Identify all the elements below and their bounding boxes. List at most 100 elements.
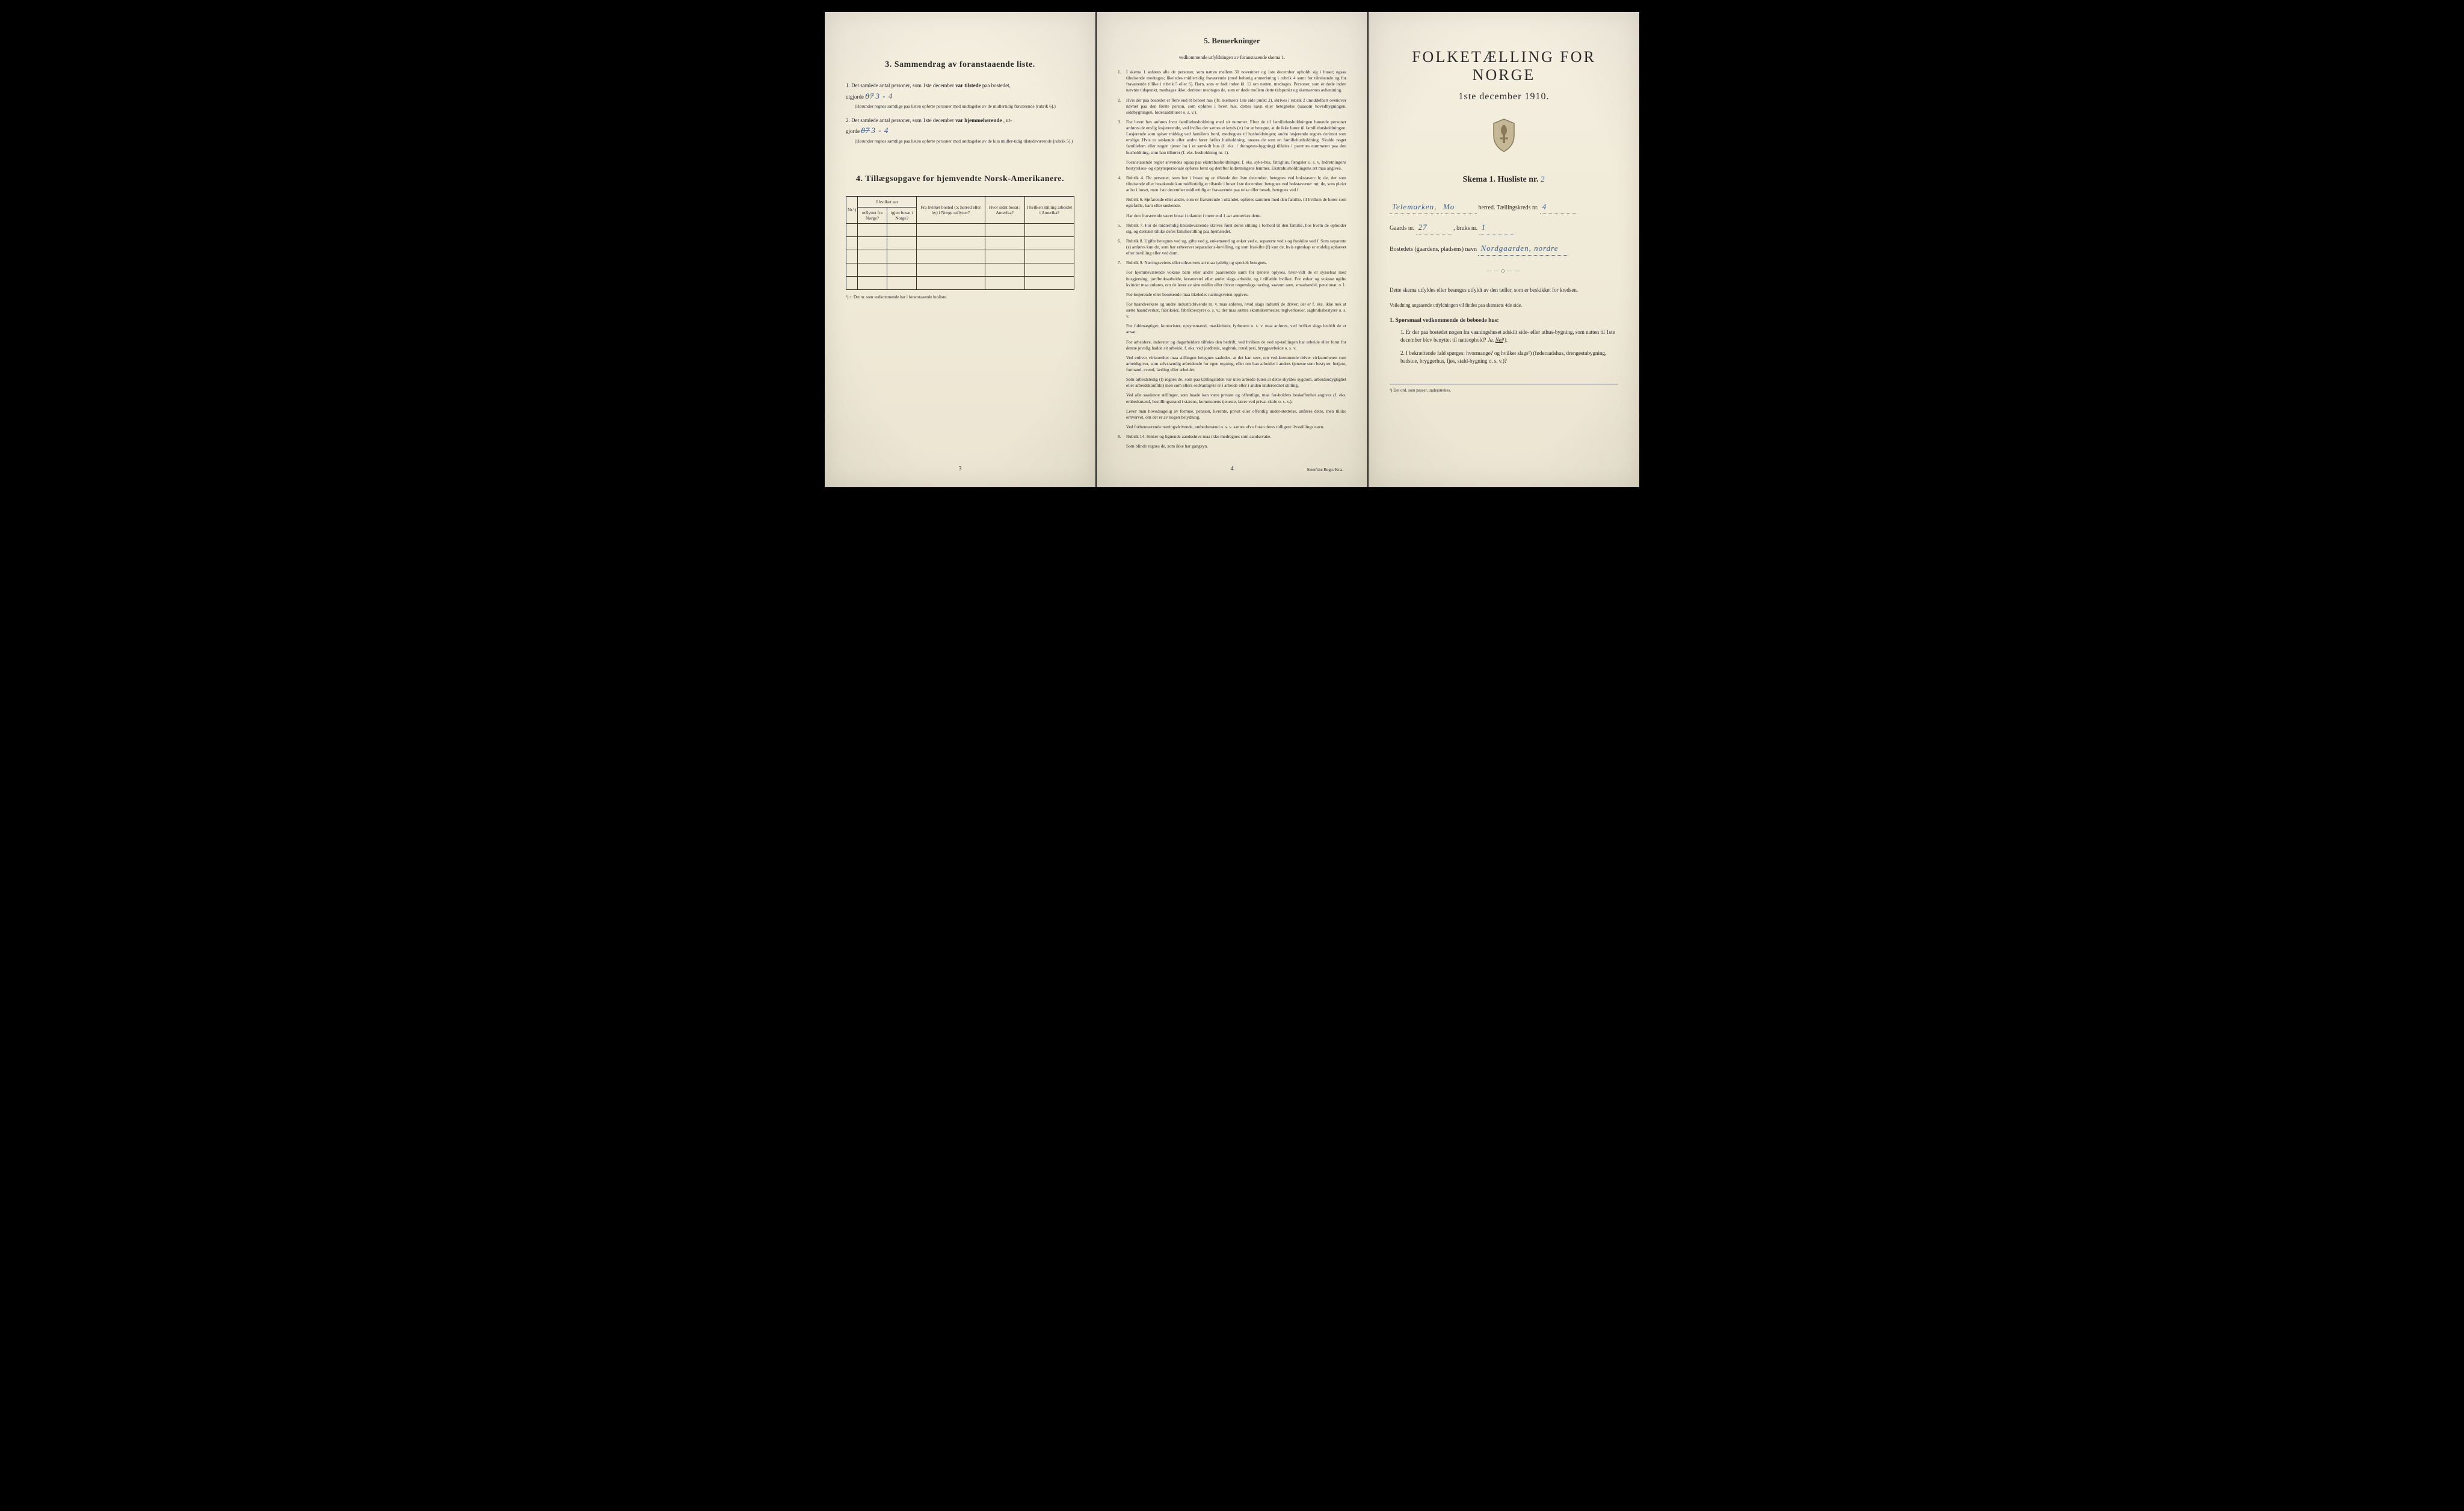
page-middle: 5. Bemerkninger vedkommende utfyldningen…: [1097, 12, 1367, 487]
fill-line-1: Telemarken, Mo herred. Tællingskreds nr.…: [1390, 200, 1618, 214]
bemerk-item: For fuldmægtiger, kontorister, opsynsmæn…: [1118, 323, 1346, 335]
section4-footnote: ¹) ɔ: Det nr. som vedkommende har i fora…: [846, 295, 1074, 300]
th-utflyttet: utflyttet fra Norge?: [858, 207, 887, 223]
item1-suffix: paa bostedet,: [982, 82, 1011, 88]
bruks-label: , bruks nr.: [1453, 225, 1477, 232]
item2-line2a: gjorde: [846, 128, 860, 134]
kreds-hand: 4: [1540, 200, 1576, 214]
q1-text: 1. Er der paa bostedet nogen fra vaaning…: [1400, 329, 1615, 343]
bemerk-item: 3.For hvert hus anføres hver familiehush…: [1118, 119, 1346, 156]
bemerk-list: 1.I skema 1 anføres alle de personer, so…: [1118, 69, 1346, 449]
item-text: Rubrik 4. De personer, som bor i huset o…: [1126, 175, 1346, 193]
gaards-hand: 27: [1416, 220, 1452, 235]
bosted-hand: Nordgaarden, nordre: [1478, 241, 1568, 256]
imprint: Steen'ske Bogtr. Kr.a.: [1307, 467, 1343, 472]
th-hvor: Hvor sidst bosat i Amerika?: [985, 196, 1024, 223]
item1-bold: var tilstede: [955, 82, 981, 88]
line1-text: herred. Tællingskreds nr.: [1478, 205, 1538, 211]
item-text: Rubrik 6. Sjøfarende eller andre, som er…: [1126, 197, 1346, 209]
item-text: For losjerende eller besøkende maa likel…: [1126, 292, 1346, 298]
th-nr: Nr.¹): [846, 196, 858, 223]
item-text: Hvis der paa bostedet er flere end ét be…: [1126, 97, 1346, 115]
item-number: 6.: [1118, 238, 1126, 256]
q1-ja: Ja.: [1488, 337, 1494, 343]
item-number: 3.: [1118, 119, 1126, 156]
skema-label: Skema 1. Husliste nr.: [1463, 175, 1539, 184]
item-text: I skema 1 anføres alle de personer, som …: [1126, 69, 1346, 94]
section4-table: Nr.¹) I hvilket aar Fra hvilket bosted (…: [846, 196, 1074, 290]
bemerk-item: Ved forhenværende næringsdrivende, embed…: [1118, 424, 1346, 430]
item-text: Rubrik 8. Ugifte betegnes ved ug, gifte …: [1126, 238, 1346, 256]
th-fra: Fra hvilket bosted (ɔ: herred eller by) …: [917, 196, 985, 223]
bemerk-item: 8.Rubrik 14. Sinker og lignende aandsslø…: [1118, 434, 1346, 440]
skema-line: Skema 1. Husliste nr. 2: [1390, 174, 1618, 185]
section3-item2: 2. Det samlede antal personer, som 1ste …: [846, 117, 1074, 144]
table-row: [846, 276, 1074, 289]
q1-sup: ¹).: [1503, 337, 1508, 343]
body-text-2: Veiledning angaaende utfyldningen vil fi…: [1390, 302, 1618, 309]
bemerk-item: Som arbeidsledig (l) regnes de, som paa …: [1118, 377, 1346, 389]
section3-heading: 3. Sammendrag av foranstaaende liste.: [846, 60, 1074, 70]
document-spread: 3. Sammendrag av foranstaaende liste. 1.…: [825, 12, 1639, 487]
item-text: Ved forhenværende næringsdrivende, embed…: [1126, 424, 1346, 430]
question-2: 2. I bekræftende fald spørges: hvormange…: [1400, 349, 1618, 366]
section4-heading: 4. Tillægsopgave for hjemvendte Norsk-Am…: [846, 174, 1074, 184]
section5-sub: vedkommende utfyldningen av foranstaaend…: [1118, 55, 1346, 60]
bemerk-item: Foranstaaende regler anvendes ogsaa paa …: [1118, 159, 1346, 171]
bemerk-item: 1.I skema 1 anføres alle de personer, so…: [1118, 69, 1346, 94]
item2-hand-struck: 87: [861, 126, 870, 135]
page-number-left: 3: [959, 466, 962, 472]
item-text: For fuldmægtiger, kontorister, opsynsmæn…: [1126, 323, 1346, 335]
main-title: FOLKETÆLLING FOR NORGE: [1390, 48, 1618, 84]
item-number: 1.: [1118, 69, 1126, 94]
bemerk-item: Som blinde regnes de, som ikke har gangs…: [1118, 443, 1346, 449]
item1-prefix: 1. Det samlede antal personer, som 1ste …: [846, 82, 954, 88]
item-text: Ved alle saadanne stillinger, som baade …: [1126, 392, 1346, 404]
item2-suffix: , ut-: [1003, 117, 1012, 123]
item-number: 2.: [1118, 97, 1126, 115]
table-body: [846, 223, 1074, 289]
bemerk-item: Ved enhver virksomhet maa stillingen bet…: [1118, 355, 1346, 373]
bemerk-item: 6.Rubrik 8. Ugifte betegnes ved ug, gift…: [1118, 238, 1346, 256]
bemerk-item: 4.Rubrik 4. De personer, som bor i huset…: [1118, 175, 1346, 193]
th-igjen: igjen bosat i Norge?: [887, 207, 917, 223]
item-text: Foranstaaende regler anvendes ogsaa paa …: [1126, 159, 1346, 171]
item-text: For arbeidere, inderster og dagarbeidere…: [1126, 339, 1346, 351]
bemerk-item: Rubrik 6. Sjøfarende eller andre, som er…: [1118, 197, 1346, 209]
page-number-middle: 4: [1231, 466, 1234, 472]
th-year: I hvilket aar: [858, 196, 917, 207]
item2-note: (Herunder regnes samtlige paa listen opf…: [846, 138, 1074, 144]
item2-bold: var hjemmehørende: [955, 117, 1002, 123]
item-text: Rubrik 7. For de midlertidig tilstedevær…: [1126, 223, 1346, 235]
item-number: 8.: [1118, 434, 1126, 440]
coat-of-arms-icon: [1390, 117, 1618, 159]
item-text: Ved enhver virksomhet maa stillingen bet…: [1126, 355, 1346, 373]
q1-nei: Nei: [1495, 337, 1503, 343]
item1-hand-struck: 87: [865, 91, 874, 100]
herred-hand: Mo: [1441, 200, 1477, 214]
bemerk-item: For hjemmeværende voksne barn eller andr…: [1118, 269, 1346, 288]
item1-line2a: utgjorde: [846, 94, 864, 100]
body-text-1: Dette skema utfyldes eller besørges utfy…: [1390, 286, 1618, 295]
th-stilling: I hvilken stilling arbeidet i Amerika?: [1024, 196, 1074, 223]
item1-handwriting: 3 - 4: [876, 91, 893, 100]
ornament-divider: ——◇——: [1390, 268, 1618, 274]
item-text: Som arbeidsledig (l) regnes de, som paa …: [1126, 377, 1346, 389]
item1-note: (Herunder regnes samtlige paa listen opf…: [846, 103, 1074, 109]
item-number: 7.: [1118, 260, 1126, 266]
question-heading: 1. Spørsmaal vedkommende de beboede hus:: [1390, 318, 1618, 324]
bemerk-item: Har den fraværende været bosat i utlande…: [1118, 213, 1346, 219]
gaards-label: Gaards nr.: [1390, 225, 1414, 232]
item-number: 4.: [1118, 175, 1126, 193]
q-heading-text: 1. Spørsmaal vedkommende de beboede hus:: [1390, 318, 1499, 324]
item2-handwriting: 3 - 4: [872, 126, 889, 135]
item-text: For hvert hus anføres hver familiehushol…: [1126, 119, 1346, 156]
section5-heading: 5. Bemerkninger: [1118, 36, 1346, 46]
bemerk-item: For arbeidere, inderster og dagarbeidere…: [1118, 339, 1346, 351]
page-right: FOLKETÆLLING FOR NORGE 1ste december 191…: [1369, 12, 1639, 487]
item2-prefix: 2. Det samlede antal personer, som 1ste …: [846, 117, 954, 123]
skema-number: 2: [1541, 174, 1545, 183]
item-text: Rubrik 9. Næringsveiens eller erhvervets…: [1126, 260, 1346, 266]
bemerk-item: 2.Hvis der paa bostedet er flere end ét …: [1118, 97, 1346, 115]
table-row: [846, 223, 1074, 236]
